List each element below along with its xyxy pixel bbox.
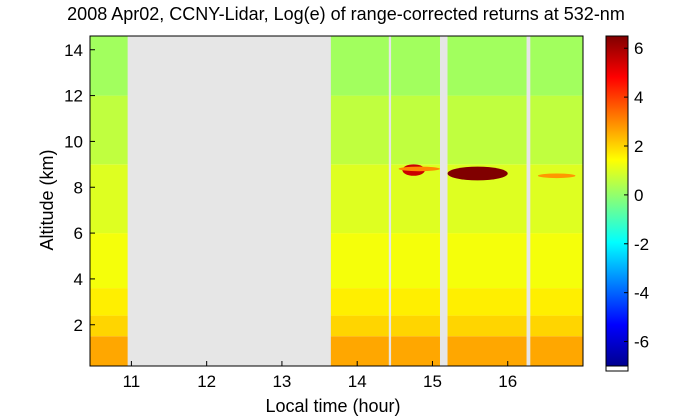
x-tick-label: 15 [423,372,442,391]
plot-frame [89,35,584,367]
cloud-feature [447,166,508,181]
cloud-feature [537,173,576,179]
colorbar-tick-label: 2 [634,137,643,156]
y-axis: 2 4 6 8 10 12 14 [64,41,95,335]
y-tick-label: 10 [64,132,83,151]
x-tick-label: 12 [197,372,216,391]
y-tick-label: 12 [64,87,83,106]
colorbar-tick-label: -6 [634,333,649,352]
x-tick-label: 13 [272,372,291,391]
x-tick-label: 11 [123,372,141,391]
x-tick-label: 16 [498,372,517,391]
no-data-gap [127,36,331,366]
y-axis-label: Altitude (km) [37,149,57,250]
x-axis: 11 12 13 14 15 16 [123,361,517,391]
colorbar-nodata-swatch [605,365,629,372]
no-data-gap [388,36,392,366]
no-data-gap [526,36,531,366]
y-tick-label: 14 [64,41,83,60]
heatmap-plot-area [90,36,583,366]
colorbar-tick-label: -4 [634,284,649,303]
no-data-gap [439,36,448,366]
colorbar-tick-label: 0 [634,186,643,205]
colorbar-ticks: -6 -4 -2 0 2 4 6 [605,39,649,372]
x-tick-label: 14 [348,372,367,391]
y-tick-label: 4 [74,270,83,289]
colorbar-tick-label: 6 [634,39,643,58]
chart-title: 2008 Apr02, CCNY-Lidar, Log(e) of range-… [67,4,625,24]
x-axis-label: Local time (hour) [265,396,400,416]
cloud-feature [398,166,440,172]
y-tick-label: 6 [74,224,83,243]
colorbar [605,35,629,367]
colorbar-tick-label: -2 [634,235,649,254]
colorbar-tick-label: 4 [634,88,643,107]
y-tick-label: 8 [74,178,83,197]
y-tick-label: 2 [74,316,83,335]
